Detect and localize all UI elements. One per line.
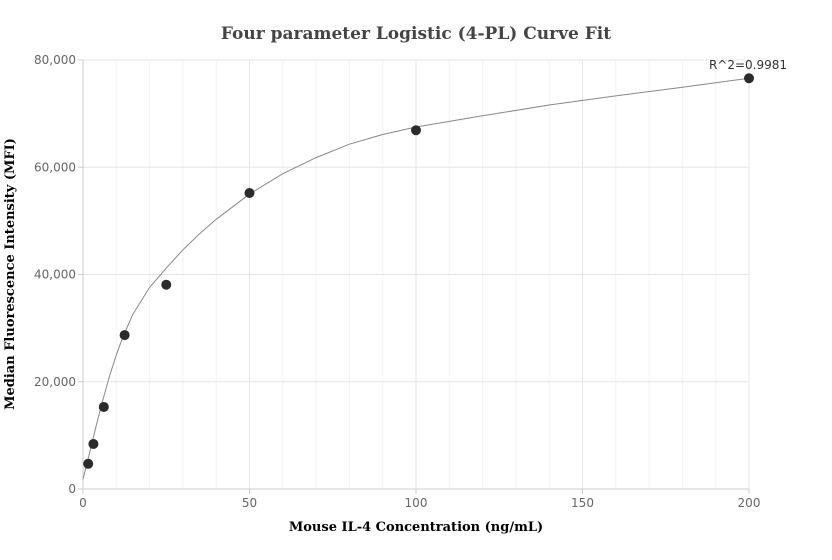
data-point [119, 330, 130, 341]
y-ticks: 0 20,000 40,000 60,000 80,000 [34, 53, 83, 496]
y-tick-label: 20,000 [34, 375, 76, 389]
data-point [411, 125, 421, 136]
chart-title: Four parameter Logistic (4-PL) Curve Fit [221, 24, 611, 44]
x-axis-label: Mouse IL-4 Concentration (ng/mL) [289, 520, 543, 535]
data-points [83, 73, 754, 469]
data-point [83, 458, 94, 469]
data-point [744, 73, 754, 84]
x-tick-label: 50 [242, 496, 257, 510]
grid [83, 59, 750, 489]
r-squared-annotation: R^2=0.9981 [709, 58, 787, 72]
data-point [161, 279, 172, 290]
x-tick-label: 0 [79, 496, 87, 510]
data-point [98, 401, 109, 412]
x-tick-label: 200 [738, 496, 761, 510]
y-tick-label: 80,000 [34, 53, 76, 67]
y-tick-label: 60,000 [34, 160, 76, 174]
data-point [88, 438, 99, 449]
y-axis-label: Median Fluorescence Intensity (MFI) [3, 138, 18, 410]
data-point [244, 187, 255, 198]
x-tick-label: 100 [405, 496, 428, 510]
x-ticks: 0 50 100 150 200 [79, 489, 760, 510]
fit-curve [82, 77, 750, 480]
y-tick-label: 40,000 [34, 268, 76, 282]
x-tick-label: 150 [571, 496, 594, 510]
y-tick-label: 0 [68, 482, 76, 496]
